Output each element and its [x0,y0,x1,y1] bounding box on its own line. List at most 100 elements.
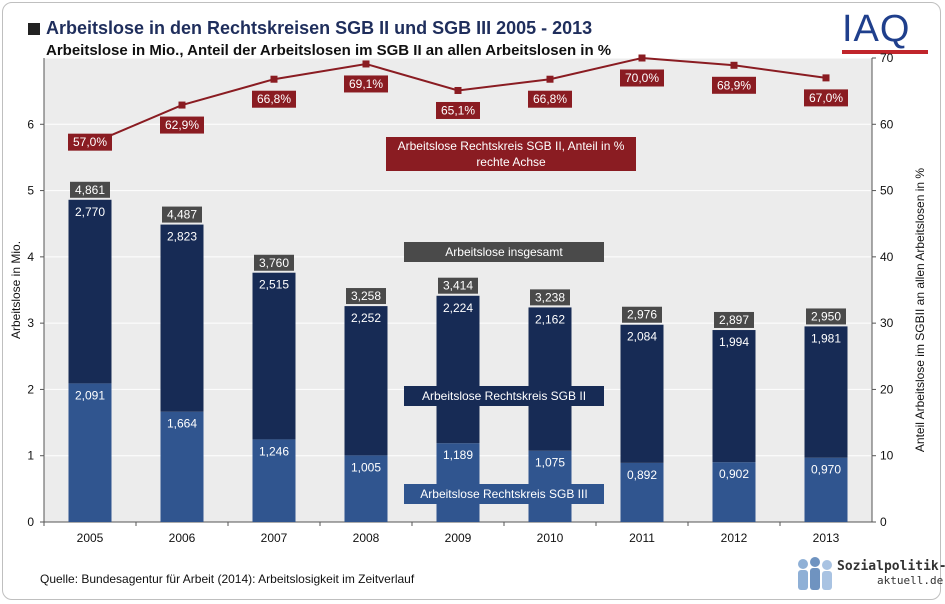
line-label-box [344,75,388,93]
x-tick-label: 2011 [629,531,655,545]
title-bullet [28,22,40,35]
bar-sgb3-label: 0,970 [811,463,841,477]
legend-line-box [386,137,636,171]
y-tick-label: 6 [27,117,34,131]
x-tick-label: 2013 [813,531,840,545]
legend-line-text-2: rechte Achse [476,155,546,169]
y2-tick-label: 70 [880,51,894,65]
bar-sgb2 [712,330,756,463]
legend-sgb3-text: Arbeitslose Rechtskreis SGB III [420,487,587,501]
bar-sgb2 [620,324,664,463]
bar-sgb2-label: 2,162 [535,312,565,326]
line-label-box [528,90,572,108]
logo-underline [842,50,928,54]
bar-sgb3-label: 0,902 [719,467,749,481]
people-icon [798,557,832,590]
legend-sgb2-text: Arbeitslose Rechtskreis SGB II [422,389,586,403]
y2-tick-label: 60 [880,117,894,131]
total-label: 2,897 [719,313,749,327]
line-label-box [160,116,204,134]
y-tick-label: 4 [27,250,34,264]
total-label: 4,487 [167,208,197,222]
total-label: 3,258 [351,289,381,303]
title-row: Arbeitslose in den Rechtskreisen SGB II … [28,18,592,39]
y-tick-label: 3 [27,316,34,330]
line-label: 69,1% [349,77,383,91]
bar-sgb2 [68,199,112,384]
legend-line-text: Arbeitslose Rechtskreis SGB II, Anteil i… [398,139,625,153]
line-label-box [436,101,480,119]
legend-total-box [404,242,604,262]
total-label-box [530,289,570,306]
x-tick-label: 2010 [537,531,564,545]
total-label: 2,950 [811,309,841,323]
total-label-box [714,311,754,328]
bar-sgb3 [804,457,848,522]
line-label-box [252,90,296,108]
bar-sgb3 [68,383,112,522]
bar-sgb2 [344,306,388,456]
legend-sgb2-box [404,386,604,406]
brand-text-1: Sozialpolitik- [837,559,945,574]
bar-sgb3-label: 1,246 [259,444,289,458]
bar-sgb3 [160,411,204,522]
bar-sgb2-label: 1,994 [719,335,749,349]
bar-sgb3 [712,462,756,522]
line-label: 67,0% [809,91,843,105]
bar-sgb3 [620,462,664,522]
bar-sgb3 [436,443,480,522]
line-label-box [68,133,112,151]
line-marker [546,75,554,83]
y2-axis-title: Anteil Arbeitslose im SGBII an allen Arb… [913,168,927,452]
line-label: 57,0% [73,135,107,149]
x-tick-label: 2009 [445,531,472,545]
bar-sgb2 [528,307,572,451]
total-label-box [622,306,662,323]
bar-sgb3-label: 1,075 [535,456,565,470]
bar-sgb3-label: 2,091 [75,388,105,402]
brand-logo: Sozialpolitik- aktuell.de [795,552,945,594]
y-tick-label: 5 [27,184,34,198]
total-label: 3,760 [259,256,289,270]
y2-tick-label: 0 [880,515,887,529]
line-marker [454,86,462,94]
line-label: 70,0% [625,71,659,85]
bar-sgb2 [436,295,480,444]
line-marker [362,60,370,68]
y2-tick-label: 40 [880,250,894,264]
chart-subtitle: Arbeitslose in Mio., Anteil der Arbeitsl… [46,42,612,59]
line-marker [178,101,186,109]
line-label: 62,9% [165,118,199,132]
total-label-box [806,308,846,325]
bar-sgb2-label: 2,224 [443,301,473,315]
line-label: 65,1% [441,103,475,117]
line-marker [822,74,830,82]
total-label-box [70,181,110,198]
brand-text-2: aktuell.de [877,574,944,587]
total-label-box [162,206,202,223]
line-marker [638,54,646,62]
line-label-box [712,76,756,94]
bar-sgb3-label: 1,189 [443,448,473,462]
y-tick-label: 0 [27,515,34,529]
bar-sgb3 [344,455,388,522]
bar-sgb2-label: 2,252 [351,311,381,325]
line-marker [270,75,278,83]
x-tick-label: 2005 [77,531,104,545]
bar-sgb2-label: 1,981 [811,331,841,345]
y2-tick-label: 20 [880,382,894,396]
total-label: 3,238 [535,290,565,304]
line-label-box [620,69,664,87]
bar-sgb2-label: 2,823 [167,230,197,244]
total-label-box [346,288,386,305]
y2-tick-label: 10 [880,449,894,463]
bar-sgb2 [804,326,848,458]
x-tick-label: 2012 [721,531,748,545]
line-label: 68,9% [717,78,751,92]
total-label-box [438,277,478,294]
chart-title: Arbeitslose in den Rechtskreisen SGB II … [46,18,593,38]
total-label-box [254,254,294,271]
source-note: Quelle: Bundesagentur für Arbeit (2014):… [40,572,415,586]
bar-sgb3-label: 1,664 [167,417,197,431]
